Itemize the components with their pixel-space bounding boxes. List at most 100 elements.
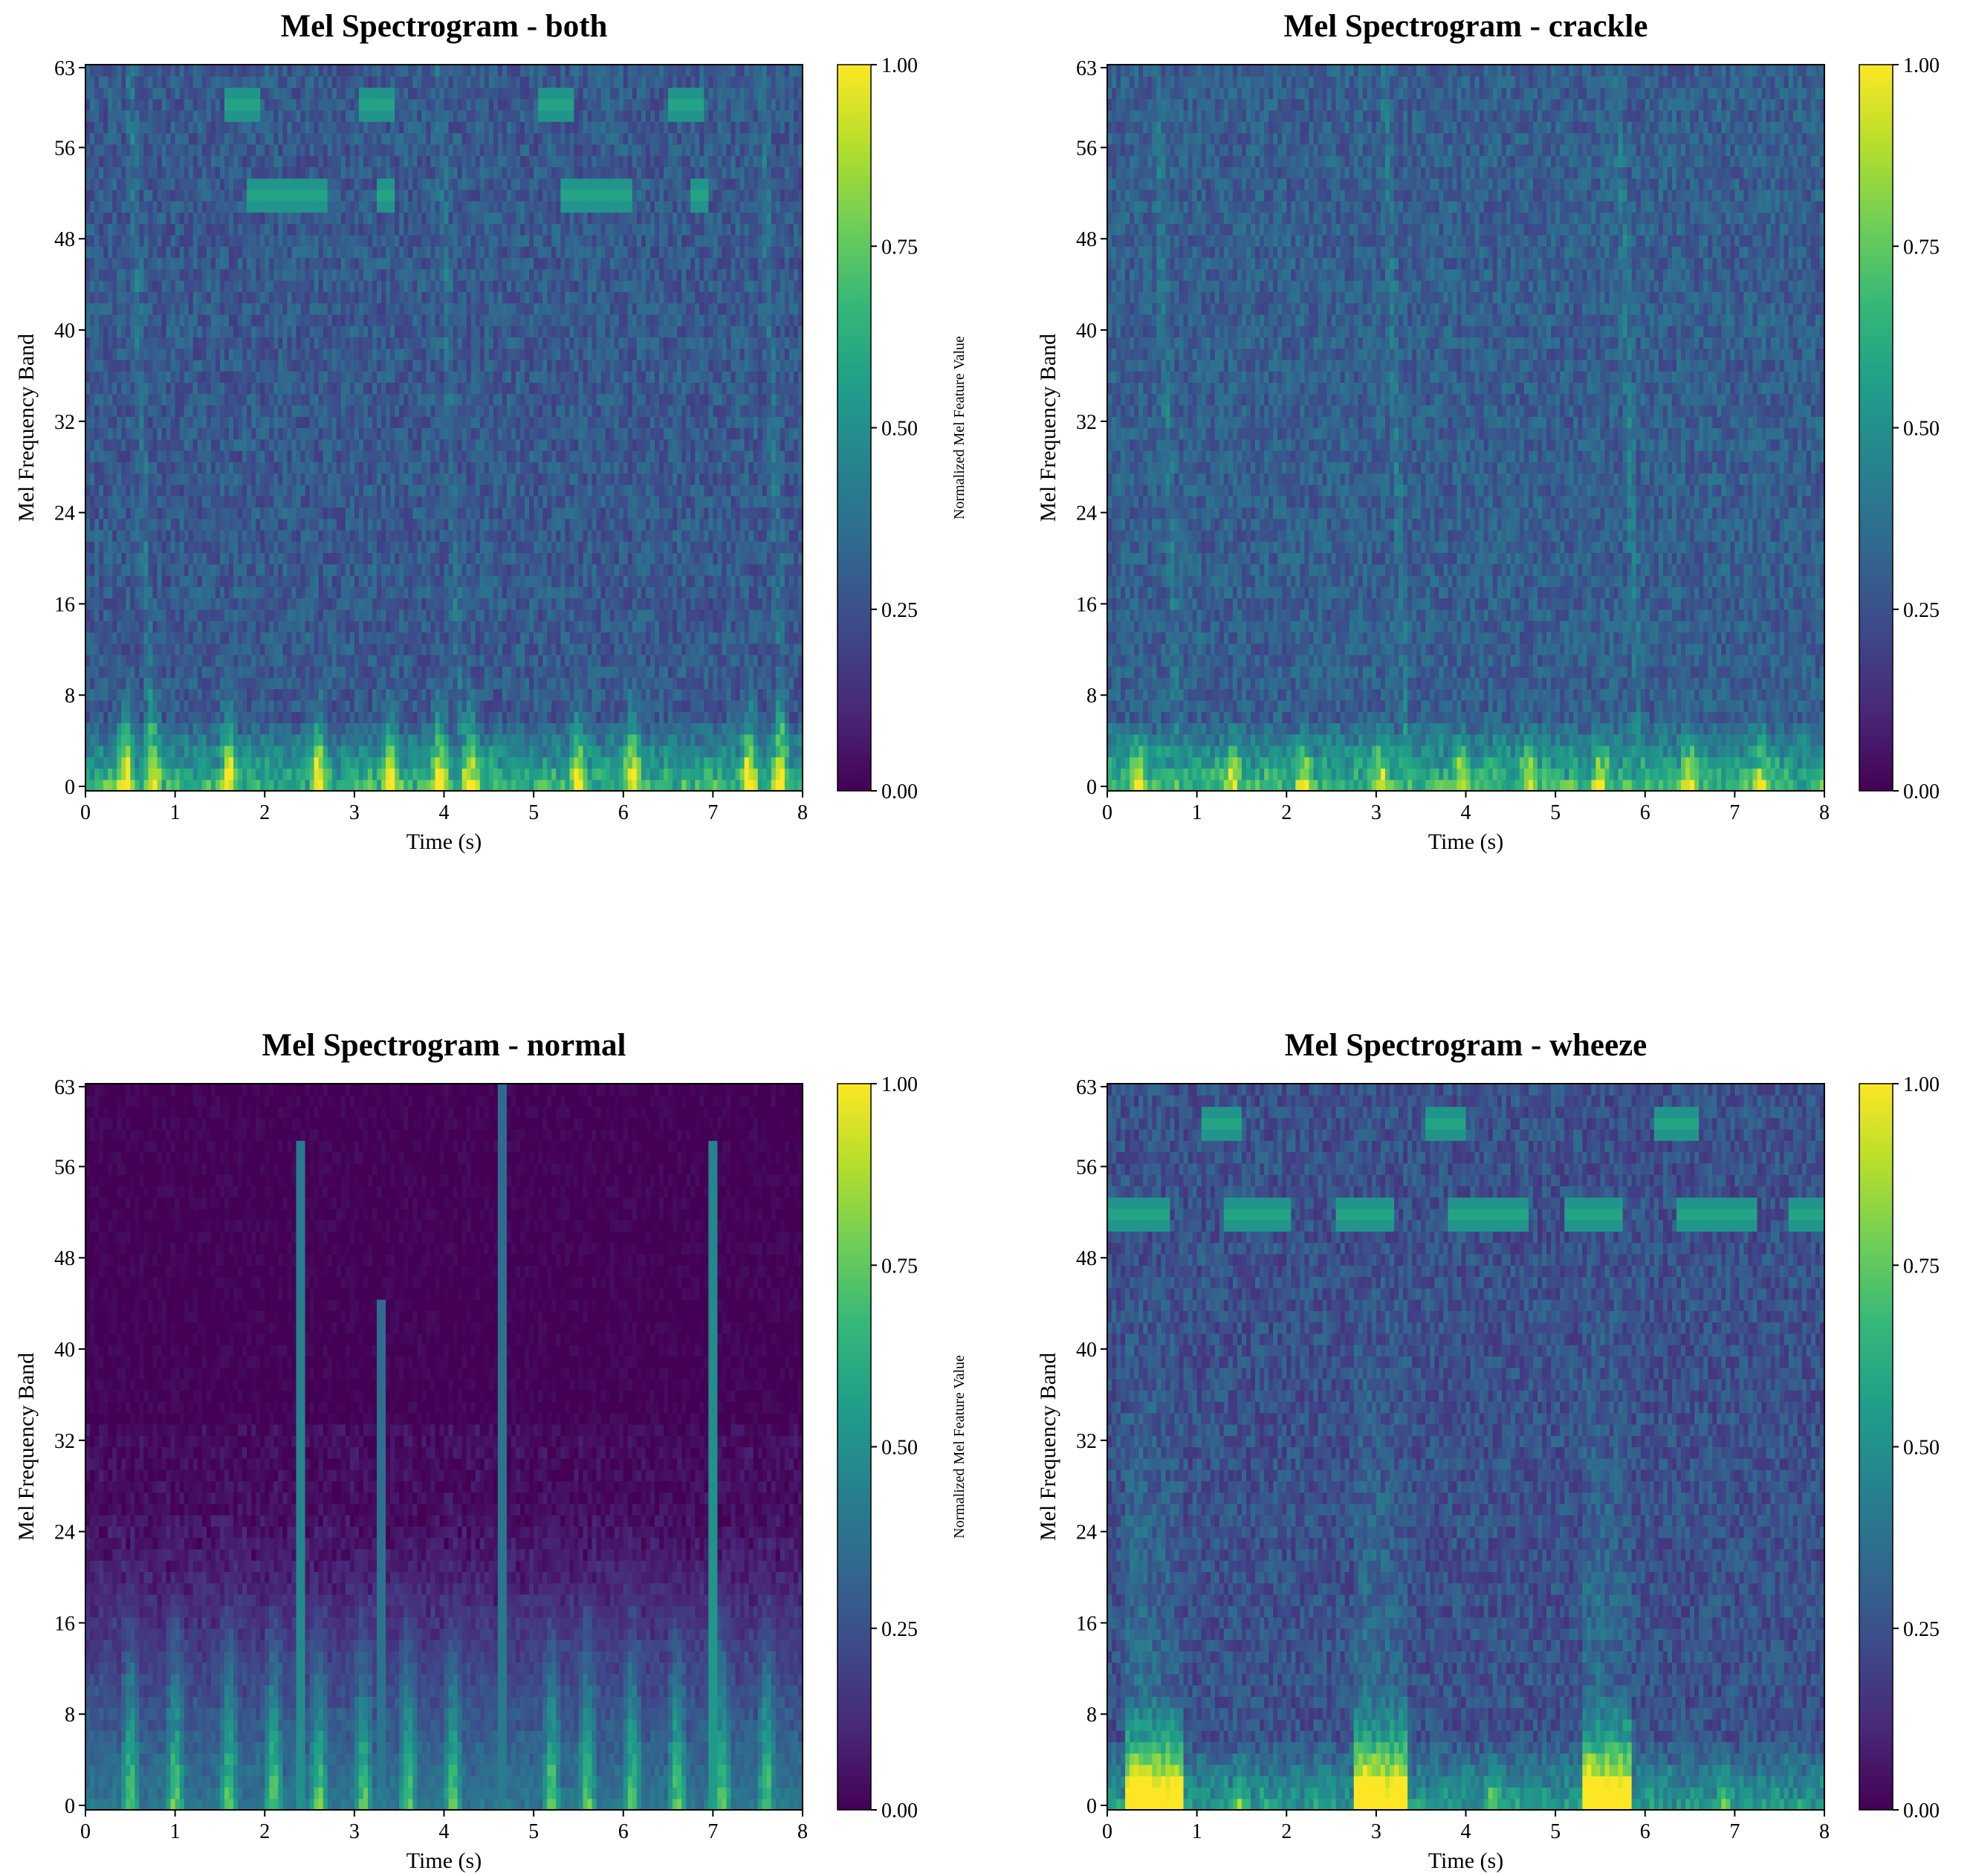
heatmap-cell	[189, 586, 194, 598]
heatmap-cell	[207, 700, 212, 712]
heatmap-cell	[216, 586, 221, 598]
heatmap-cell	[224, 88, 230, 100]
heatmap-cell	[162, 439, 167, 451]
heatmap-cell	[171, 65, 176, 77]
heatmap-cell	[112, 349, 117, 360]
heatmap-cell	[207, 258, 212, 270]
heatmap-cell	[103, 655, 108, 667]
heatmap-cell	[229, 405, 234, 417]
heatmap-cell	[152, 586, 158, 598]
heatmap-cell	[256, 757, 261, 769]
heatmap-cell	[229, 178, 234, 190]
heatmap-cell	[135, 371, 140, 383]
heatmap-cell	[256, 371, 261, 383]
heatmap-cell	[135, 677, 140, 689]
heatmap-cell	[265, 99, 270, 111]
heatmap-cell	[180, 280, 185, 292]
heatmap-cell	[256, 144, 261, 156]
heatmap-cell	[126, 360, 131, 372]
heatmap-cell	[193, 99, 198, 111]
heatmap-cell	[251, 598, 256, 609]
heatmap-cell	[278, 371, 283, 383]
heatmap-cell	[99, 644, 104, 656]
heatmap-cell	[180, 155, 185, 167]
heatmap-cell	[238, 110, 243, 122]
heatmap-cell	[198, 258, 203, 270]
heatmap-cell	[229, 780, 234, 792]
heatmap-cell	[184, 450, 189, 462]
heatmap-cell	[117, 337, 122, 349]
heatmap-cell	[99, 541, 104, 553]
heatmap-cell	[148, 575, 153, 587]
heatmap-cell	[247, 337, 252, 349]
heatmap-cell	[189, 485, 194, 497]
heatmap-cell	[224, 473, 230, 485]
heatmap-cell	[269, 711, 274, 723]
heatmap-cell	[273, 99, 279, 111]
heatmap-cell	[242, 768, 247, 780]
heatmap-cell	[112, 552, 117, 564]
heatmap-cell	[224, 65, 230, 77]
heatmap-cell	[202, 541, 207, 553]
heatmap-cell	[216, 303, 221, 315]
heatmap-cell	[117, 303, 122, 315]
heatmap-cell	[242, 632, 247, 644]
heatmap-cell	[260, 552, 265, 564]
heatmap-cell	[224, 291, 230, 303]
heatmap-cell	[198, 519, 203, 531]
heatmap-cell	[233, 110, 239, 122]
heatmap-cell	[152, 700, 158, 712]
heatmap-cell	[287, 212, 292, 224]
heatmap-cell	[256, 780, 261, 792]
heatmap-cell	[287, 201, 292, 213]
heatmap-cell	[148, 700, 153, 712]
heatmap-cell	[171, 644, 176, 656]
heatmap-cell	[90, 462, 95, 473]
heatmap-cell	[175, 575, 181, 587]
heatmap-cell	[108, 291, 113, 303]
heatmap-cell	[148, 768, 153, 780]
heatmap-cell	[158, 655, 163, 667]
heatmap-cell	[282, 598, 288, 609]
heatmap-cell	[135, 224, 140, 236]
heatmap-cell	[282, 507, 288, 519]
heatmap-cell	[282, 439, 288, 451]
heatmap-cell	[143, 666, 149, 678]
heatmap-cell	[287, 246, 292, 258]
heatmap-cell	[162, 269, 167, 281]
heatmap-cell	[193, 745, 198, 757]
heatmap-cell	[162, 178, 167, 190]
heatmap-cell	[229, 88, 234, 100]
heatmap-cell	[171, 382, 176, 394]
heatmap-cell	[251, 416, 256, 428]
heatmap-cell	[103, 644, 108, 656]
heatmap-cell	[251, 700, 256, 712]
heatmap-cell	[269, 621, 274, 633]
heatmap-cell	[193, 280, 198, 292]
heatmap-cell	[242, 541, 247, 553]
heatmap-cell	[126, 768, 131, 780]
heatmap-cell	[273, 666, 279, 678]
heatmap-cell	[166, 371, 172, 383]
heatmap-cell	[287, 564, 292, 576]
heatmap-cell	[202, 110, 207, 122]
heatmap-cell	[135, 768, 140, 780]
heatmap-cell	[139, 541, 144, 553]
heatmap-cell	[211, 224, 216, 236]
heatmap-cell	[224, 405, 230, 417]
heatmap-cell	[211, 496, 216, 508]
heatmap-cell	[180, 382, 185, 394]
heatmap-cell	[251, 133, 256, 145]
heatmap-cell	[265, 144, 270, 156]
heatmap-cell	[269, 473, 274, 485]
heatmap-cell	[251, 166, 256, 178]
heatmap-cell	[291, 666, 297, 678]
heatmap-cell	[135, 303, 140, 315]
heatmap-cell	[184, 269, 189, 281]
heatmap-cell	[117, 473, 122, 485]
heatmap-cell	[117, 88, 122, 100]
heatmap-cell	[158, 201, 163, 213]
heatmap-cell	[282, 734, 288, 746]
heatmap-cell	[158, 711, 163, 723]
heatmap-cell	[108, 258, 113, 270]
